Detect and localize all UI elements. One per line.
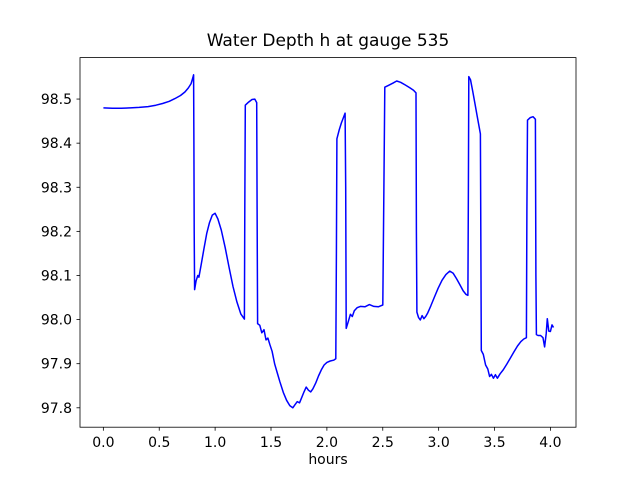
y-tick-label: 98.1	[41, 268, 72, 284]
y-tick-label: 97.8	[41, 401, 72, 417]
y-tick-label: 98.3	[41, 180, 72, 196]
x-tick-label: 2.0	[316, 435, 338, 451]
data-line	[103, 74, 555, 409]
x-tick-label: 1.0	[204, 435, 226, 451]
x-tick-label: 0.0	[92, 435, 114, 451]
x-tick-label: 4.0	[539, 435, 561, 451]
y-tick-label: 98.0	[41, 313, 72, 329]
x-tick-label: 3.0	[428, 435, 450, 451]
x-tick-label: 2.5	[372, 435, 394, 451]
x-tick-label: 0.5	[148, 435, 170, 451]
x-axis-label: hours	[308, 452, 347, 468]
x-tick-label: 1.5	[260, 435, 282, 451]
y-tick-label: 98.5	[41, 92, 72, 108]
x-tick-label: 3.5	[483, 435, 505, 451]
y-tick-label: 98.2	[41, 224, 72, 240]
chart-title: Water Depth h at gauge 535	[207, 31, 450, 51]
y-tick-label: 98.4	[41, 136, 72, 152]
y-tick-label: 97.9	[41, 357, 72, 373]
axes-frame	[79, 57, 577, 428]
plot-area: 0.0 0.5 1.0 1.5 2.0 2.5 3.0 3.5 4.0 97.8 97.9 98.0 9…	[41, 57, 577, 451]
